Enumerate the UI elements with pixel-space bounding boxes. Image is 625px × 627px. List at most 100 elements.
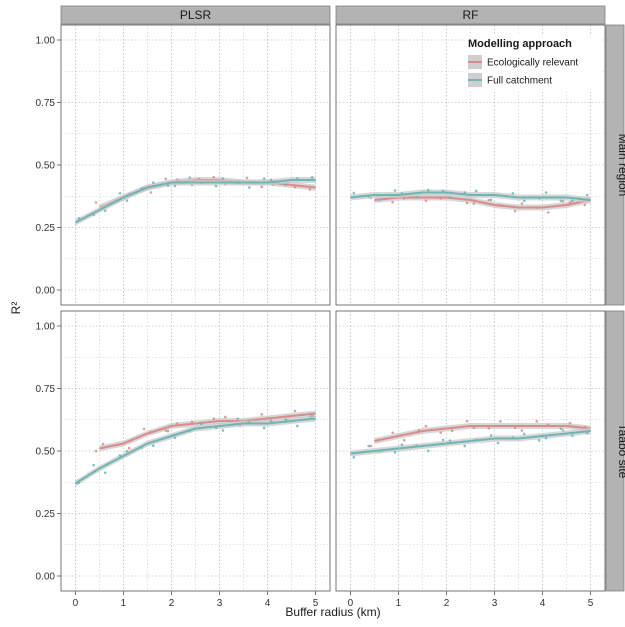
full-catchment-data-point bbox=[571, 434, 574, 437]
x-tick-label: 2 bbox=[169, 598, 175, 609]
ecologically-relevant-data-point bbox=[149, 191, 153, 194]
full-catchment-data-point bbox=[269, 419, 273, 423]
full-catchment-data-point bbox=[448, 196, 452, 199]
ecologically-relevant-data-point bbox=[164, 177, 168, 181]
ecologically-relevant-data-point bbox=[127, 446, 131, 450]
ecologically-relevant-data-point bbox=[583, 425, 587, 429]
y-tick-label: 0.00 bbox=[36, 286, 56, 297]
full-catchment-data-point bbox=[125, 449, 129, 453]
full-catchment-data-point bbox=[262, 426, 266, 430]
legend: Modelling approach Ecologically relevant F… bbox=[464, 34, 600, 92]
ecologically-relevant-data-point bbox=[293, 185, 297, 189]
full-catchment-data-point bbox=[496, 194, 500, 197]
row-strip-taabo-site bbox=[605, 310, 625, 592]
ecologically-relevant-data-point bbox=[260, 413, 264, 416]
full-catchment-data-point bbox=[166, 184, 170, 187]
x-tick-label: 5 bbox=[588, 598, 594, 609]
full-catchment-data-point bbox=[537, 196, 541, 200]
y-tick-label: 0.75 bbox=[36, 98, 56, 109]
full-catchment-data-point bbox=[474, 438, 478, 442]
y-tick-label: 0.25 bbox=[36, 509, 56, 520]
x-tick-label: 2 bbox=[444, 598, 450, 609]
y-tick-label: 0.75 bbox=[36, 384, 56, 395]
ecologically-relevant-data-point bbox=[142, 427, 146, 431]
ecologically-relevant-data-point bbox=[94, 449, 98, 453]
full-catchment-data-point bbox=[352, 191, 356, 195]
ecologically-relevant-data-point bbox=[465, 201, 469, 205]
ecologically-relevant-data-point bbox=[190, 420, 194, 424]
full-catchment-data-point bbox=[474, 189, 478, 193]
y-tick-label: 1.00 bbox=[36, 322, 56, 333]
ecologically-relevant-data-point bbox=[286, 415, 290, 418]
ecologically-relevant-data-point bbox=[402, 196, 406, 200]
ecologically-relevant-series-line bbox=[374, 425, 591, 442]
full-catchment-data-point bbox=[523, 432, 526, 436]
ecologically-relevant-data-point bbox=[149, 430, 153, 434]
y-tick-label: 0.00 bbox=[36, 572, 56, 583]
ecologically-relevant-data-point bbox=[369, 444, 373, 448]
full-catchment-data-point bbox=[125, 199, 129, 202]
full-catchment-data-point bbox=[92, 213, 95, 217]
x-tick-label: 4 bbox=[540, 598, 546, 609]
column-strip-label: RF bbox=[463, 8, 479, 22]
ecologically-relevant-data-point bbox=[498, 420, 502, 423]
full-catchment-data-point bbox=[173, 436, 177, 440]
ecologically-relevant-data-point bbox=[535, 206, 539, 210]
full-catchment-data-point bbox=[426, 449, 430, 453]
x-tick-label: 1 bbox=[396, 598, 402, 609]
full-catchment-data-point bbox=[378, 449, 382, 453]
x-axis-title: Buffer radius (km) bbox=[285, 605, 380, 619]
full-catchment-data-point bbox=[103, 471, 107, 474]
full-catchment-confidence-band bbox=[75, 415, 316, 487]
full-catchment-data-point bbox=[310, 176, 314, 179]
full-catchment-data-point bbox=[103, 209, 107, 213]
full-catchment-data-point bbox=[248, 420, 251, 424]
full-catchment-data-point bbox=[352, 455, 356, 459]
full-catchment-data-point bbox=[511, 192, 515, 195]
ecologically-relevant-data-point bbox=[175, 422, 179, 425]
ecologically-relevant-data-point bbox=[101, 442, 105, 446]
x-tick-label: 3 bbox=[492, 598, 498, 609]
y-tick-label: 0.50 bbox=[36, 447, 56, 458]
ecologically-relevant-data-point bbox=[535, 420, 539, 423]
full-catchment-confidence-band bbox=[75, 177, 316, 226]
full-catchment-data-point bbox=[544, 436, 548, 440]
ecologically-relevant-data-point bbox=[439, 431, 443, 434]
full-catchment-data-point bbox=[367, 195, 370, 198]
full-catchment-data-point bbox=[118, 454, 122, 457]
x-tick-label: 1 bbox=[121, 598, 127, 609]
column-strip-rf bbox=[335, 5, 606, 25]
ecologically-relevant-data-point bbox=[116, 443, 119, 447]
ecologically-relevant-data-point bbox=[402, 438, 406, 442]
full-catchment-data-point bbox=[463, 444, 467, 448]
full-catchment-data-point bbox=[400, 192, 404, 195]
full-catchment-data-point bbox=[489, 434, 493, 437]
full-catchment-data-point bbox=[269, 178, 273, 182]
full-catchment-data-point bbox=[463, 191, 467, 194]
full-catchment-data-point bbox=[441, 189, 445, 193]
ecologically-relevant-data-point bbox=[472, 426, 476, 430]
ecologically-relevant-data-point bbox=[568, 421, 572, 425]
x-tick-label: 3 bbox=[217, 598, 223, 609]
full-catchment-data-point bbox=[367, 444, 370, 448]
legend-title: Modelling approach bbox=[468, 38, 572, 50]
ecologically-relevant-series-line bbox=[99, 412, 316, 450]
x-tick-label: 0 bbox=[73, 598, 79, 609]
full-catchment-data-point bbox=[400, 443, 404, 447]
ecologically-relevant-data-point bbox=[391, 200, 394, 204]
ecologically-relevant-confidence-band bbox=[374, 423, 591, 444]
ecologically-relevant-data-point bbox=[245, 176, 249, 180]
full-catchment-data-point bbox=[448, 439, 452, 442]
full-catchment-data-point bbox=[140, 187, 143, 190]
ecologically-relevant-data-point bbox=[212, 417, 216, 420]
ecologically-relevant-data-point bbox=[513, 426, 517, 430]
ecologically-relevant-data-point bbox=[487, 198, 491, 202]
full-catchment-data-point bbox=[426, 188, 430, 192]
full-catchment-data-point bbox=[296, 177, 299, 180]
full-catchment-data-point bbox=[284, 418, 288, 421]
ecologically-relevant-data-point bbox=[465, 419, 469, 423]
legend-entry-label: Full catchment bbox=[487, 76, 552, 87]
row-strip-label: Taabo site bbox=[616, 424, 625, 479]
full-catchment-series-line bbox=[350, 191, 591, 201]
